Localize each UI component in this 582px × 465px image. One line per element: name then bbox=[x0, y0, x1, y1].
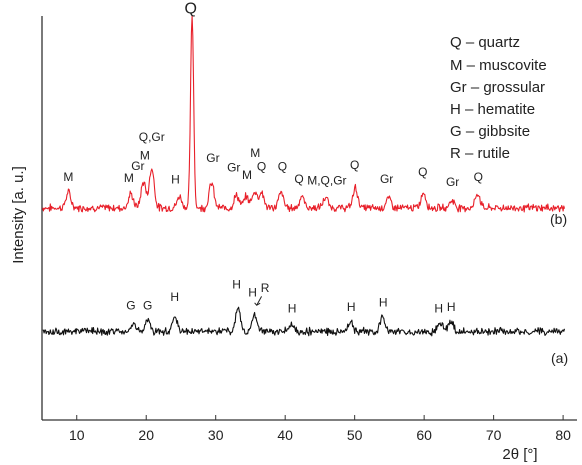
legend-entry-hematite: H – hematite bbox=[450, 101, 535, 118]
legend-entry-rutile: R – rutile bbox=[450, 145, 510, 162]
peak-a-label-8: H bbox=[379, 295, 388, 309]
series-line-a bbox=[42, 306, 566, 337]
peak-b-label-13: Q bbox=[294, 172, 303, 186]
peak-a-label-1: G bbox=[143, 298, 152, 312]
peak-b-label-9: M bbox=[242, 168, 252, 182]
legend-entry-gibbsite: G – gibbsite bbox=[450, 123, 530, 140]
curve-label-b: (b) bbox=[550, 211, 567, 227]
x-axis-title: 2θ [°] bbox=[502, 446, 537, 463]
curve-label-a: (a) bbox=[551, 350, 568, 366]
peak-b-label-5: Q bbox=[184, 1, 196, 18]
peak-a-label-9: H bbox=[434, 302, 443, 316]
peak-a-label-3: H bbox=[232, 277, 241, 291]
peak-a-label-7: H bbox=[347, 300, 356, 314]
peak-b-label-12: Q bbox=[278, 160, 287, 174]
peak-b-label-19: Q bbox=[474, 170, 483, 184]
peak-a-label-4: H bbox=[248, 285, 257, 299]
peak-b-label-15: Q bbox=[350, 158, 359, 172]
peak-b-label-2: Gr bbox=[131, 159, 144, 173]
legend-entry-muscovite: M – muscovite bbox=[450, 57, 547, 74]
peak-b-label-11: Q bbox=[257, 160, 266, 174]
peak-b-label-10: M bbox=[250, 146, 260, 160]
x-tick-label-4: 50 bbox=[347, 427, 363, 443]
rutile-arrow bbox=[254, 296, 262, 306]
peak-a-label-5: R bbox=[261, 281, 270, 295]
peak-b-label-18: Gr bbox=[446, 175, 459, 189]
x-tick-label-3: 40 bbox=[277, 427, 293, 443]
peak-a-label-0: G bbox=[126, 298, 135, 312]
x-tick-label-0: 10 bbox=[69, 427, 85, 443]
peak-b-label-16: Gr bbox=[380, 172, 393, 186]
plot-frame bbox=[41, 16, 577, 421]
x-tick-label-5: 60 bbox=[416, 427, 432, 443]
peak-a-label-2: H bbox=[170, 290, 179, 304]
peak-a-label-6: H bbox=[288, 302, 297, 316]
x-tick-label-7: 80 bbox=[555, 427, 571, 443]
peak-b-label-14: M,Q,Gr bbox=[307, 173, 346, 187]
series-line-b bbox=[42, 15, 566, 213]
x-tick-label-1: 20 bbox=[138, 427, 154, 443]
peak-b-label-8: Gr bbox=[227, 161, 240, 175]
curves bbox=[42, 15, 566, 337]
peak-b-label-0: M bbox=[63, 170, 73, 184]
x-ticks: 10 20 30 40 50 60 70 80 bbox=[69, 415, 571, 443]
peak-b-label-4: Q,Gr bbox=[139, 130, 165, 144]
legend-entry-quartz: Q – quartz bbox=[450, 34, 520, 51]
peak-b-label-17: Q bbox=[418, 165, 427, 179]
legend: Q – quartz M – muscovite Gr – grossular … bbox=[450, 34, 547, 162]
legend-entry-grossular: Gr – grossular bbox=[450, 79, 545, 96]
peak-b-label-6: H bbox=[171, 173, 180, 187]
x-tick-label-6: 70 bbox=[486, 427, 502, 443]
y-axis-title: Intensity [a. u.] bbox=[10, 166, 27, 264]
peak-b-label-7: Gr bbox=[206, 151, 219, 165]
peak-b-label-3: M bbox=[140, 148, 150, 162]
x-tick-label-2: 30 bbox=[208, 427, 224, 443]
peak-b-label-1: M bbox=[124, 171, 134, 185]
peak-a-label-10: H bbox=[447, 300, 456, 314]
